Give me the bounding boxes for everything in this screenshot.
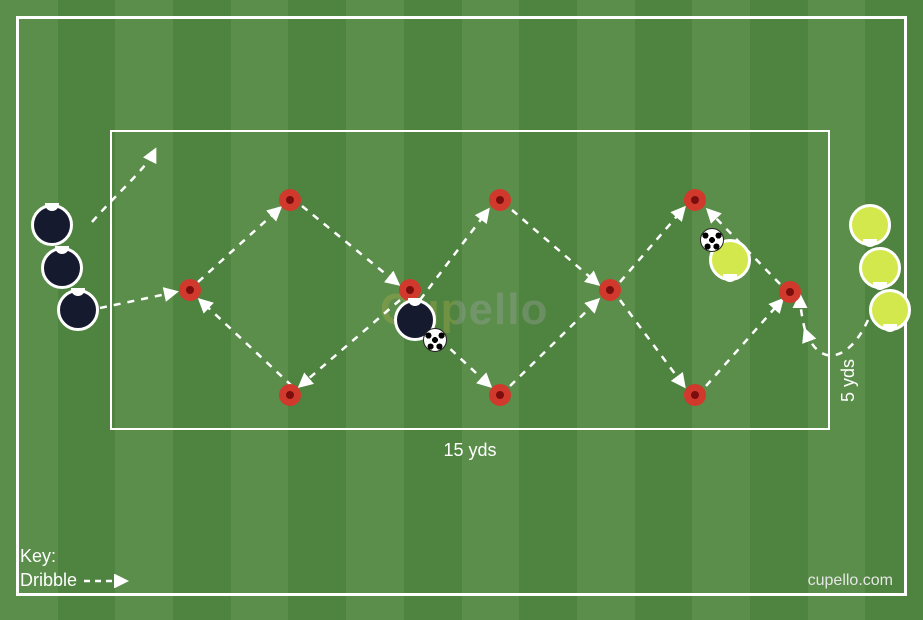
source-url: cupello.com [808,572,893,590]
cone-marker [279,189,301,211]
cone-marker [489,384,511,406]
cone-marker [684,189,706,211]
cone-marker [779,281,801,303]
player-dark [31,204,73,246]
legend-item-label: Dribble [20,570,77,590]
cone-marker [599,279,621,301]
drill-height-label: 5 yds [838,340,859,420]
legend-item-dribble: Dribble [20,569,132,592]
cone-marker [489,189,511,211]
player-light [849,204,891,246]
player-dark [41,247,83,289]
legend-key: Key: Dribble [20,545,132,592]
legend-title: Key: [20,545,132,568]
soccer-ball-icon [423,328,447,352]
cone-marker [684,384,706,406]
dashed-arrow-icon [82,574,132,588]
drill-area-rectangle [110,130,830,430]
soccer-ball-icon [700,228,724,252]
player-dark [57,289,99,331]
drill-width-label: 15 yds [430,440,510,461]
cone-marker [179,279,201,301]
drill-diagram: Cupello 15 yds 5 yds Key: Dribble [0,0,923,620]
player-light [859,247,901,289]
cone-marker [279,384,301,406]
player-light [869,289,911,331]
